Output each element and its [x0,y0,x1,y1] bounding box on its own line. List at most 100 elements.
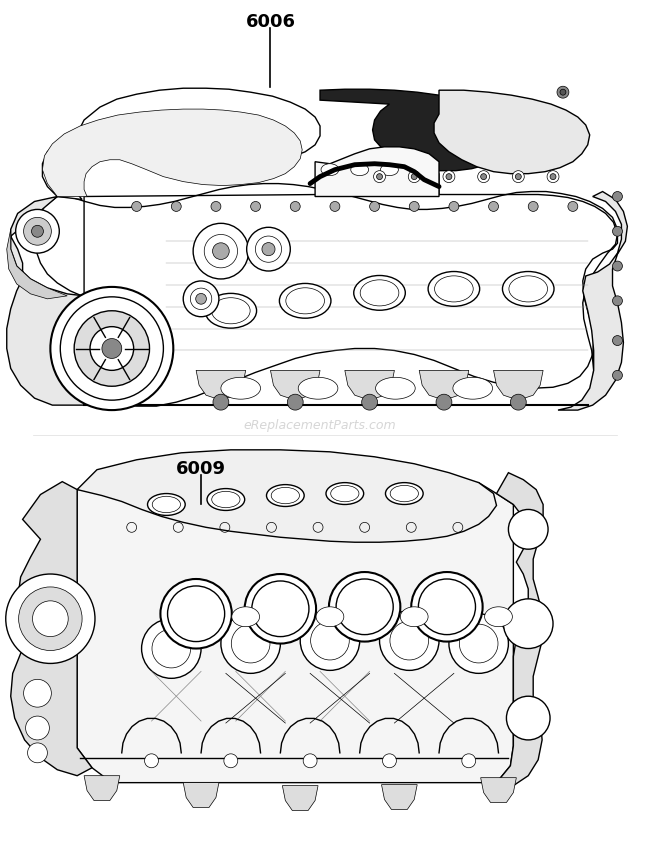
Ellipse shape [300,611,360,671]
Circle shape [436,394,452,410]
Polygon shape [77,450,496,542]
Polygon shape [6,230,67,299]
Circle shape [102,338,122,359]
Circle shape [506,696,550,740]
Circle shape [504,599,553,649]
Ellipse shape [147,494,185,515]
Polygon shape [6,196,84,405]
Ellipse shape [221,614,280,673]
Circle shape [411,173,417,179]
Ellipse shape [354,275,406,310]
Circle shape [262,242,275,256]
Polygon shape [84,776,120,801]
Polygon shape [77,483,513,783]
Polygon shape [196,371,246,400]
Polygon shape [183,783,219,808]
Circle shape [410,201,419,212]
Ellipse shape [502,271,554,306]
Circle shape [23,679,51,707]
Circle shape [196,293,206,304]
Circle shape [330,201,340,212]
Ellipse shape [380,611,439,671]
Polygon shape [419,371,469,400]
Polygon shape [345,371,395,400]
Polygon shape [271,371,320,400]
Ellipse shape [428,271,480,306]
Circle shape [557,86,569,98]
Circle shape [528,201,538,212]
Circle shape [481,173,487,179]
Ellipse shape [453,377,493,399]
Polygon shape [11,482,92,776]
Circle shape [443,171,455,183]
Ellipse shape [141,619,201,678]
Circle shape [508,509,548,549]
Circle shape [613,296,622,306]
Ellipse shape [160,579,232,649]
Circle shape [19,587,82,650]
Polygon shape [42,88,320,200]
Circle shape [512,171,524,183]
Circle shape [251,201,260,212]
Ellipse shape [326,483,363,505]
Circle shape [51,287,173,410]
Circle shape [613,226,622,236]
Circle shape [560,89,566,95]
Polygon shape [496,473,543,785]
Circle shape [568,201,578,212]
Ellipse shape [485,607,512,626]
Circle shape [16,209,59,253]
Ellipse shape [299,377,338,399]
Circle shape [303,754,317,768]
Circle shape [613,191,622,201]
Ellipse shape [245,574,316,643]
Circle shape [6,574,95,664]
Ellipse shape [411,572,483,642]
Circle shape [446,173,452,179]
Circle shape [132,201,141,212]
Circle shape [613,371,622,380]
Text: 6009: 6009 [176,460,226,478]
Ellipse shape [321,164,339,176]
Ellipse shape [267,484,304,507]
Circle shape [145,754,158,768]
Circle shape [408,171,420,183]
Circle shape [462,754,476,768]
Circle shape [25,716,49,740]
Circle shape [515,173,521,179]
Circle shape [171,201,181,212]
Circle shape [213,243,229,259]
Polygon shape [282,785,318,810]
Circle shape [550,173,556,179]
Circle shape [489,201,498,212]
Circle shape [211,201,221,212]
Circle shape [193,224,249,279]
Ellipse shape [386,483,423,505]
Circle shape [290,201,300,212]
Circle shape [613,261,622,271]
Circle shape [361,394,378,410]
Polygon shape [382,785,417,809]
Circle shape [376,173,382,179]
Polygon shape [42,109,302,196]
Ellipse shape [205,293,256,328]
Ellipse shape [329,572,400,642]
Ellipse shape [449,614,508,673]
Circle shape [449,201,459,212]
Text: 6006: 6006 [245,13,295,31]
Circle shape [32,225,43,237]
Circle shape [74,311,149,386]
Ellipse shape [380,164,398,176]
Polygon shape [558,191,628,410]
Circle shape [370,201,380,212]
Circle shape [478,171,489,183]
Circle shape [90,326,134,371]
Circle shape [247,227,290,271]
Circle shape [547,171,559,183]
Polygon shape [84,173,617,405]
Polygon shape [315,147,439,196]
Ellipse shape [207,489,245,511]
Polygon shape [434,90,590,173]
Circle shape [374,171,386,183]
Ellipse shape [376,377,415,399]
